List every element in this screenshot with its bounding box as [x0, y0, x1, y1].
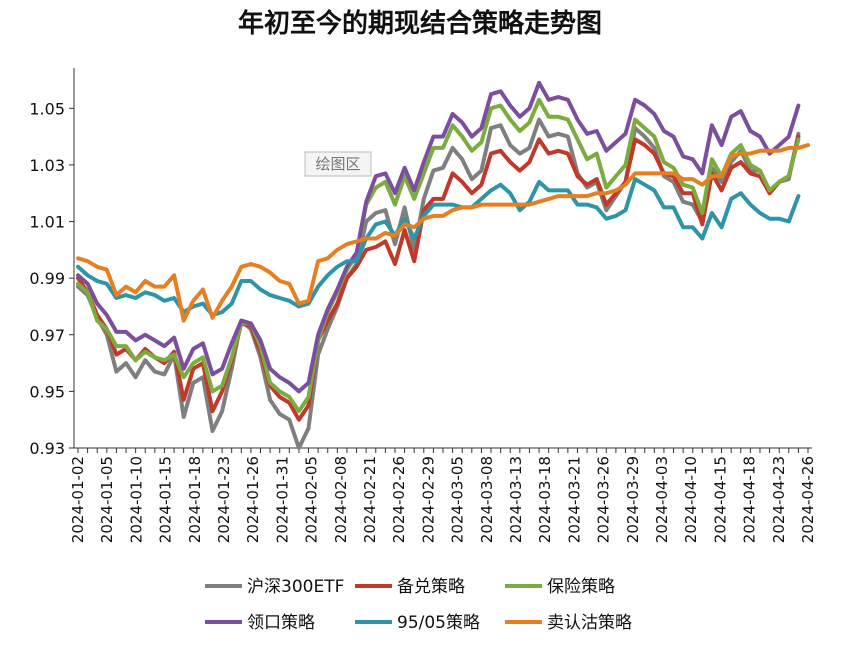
x-tick-label: 2024-02-08: [332, 456, 350, 543]
x-tick-label: 2024-03-29: [624, 456, 642, 543]
y-tick-label: 1.03: [29, 156, 65, 175]
chart-title: 年初至今的期现结合策略走势图: [238, 8, 602, 39]
x-tick-label: 2024-03-05: [449, 456, 467, 543]
series-line-4: [76, 80, 801, 394]
plot-area-label-text: 绘图区: [315, 155, 360, 173]
series-line-5: [76, 177, 801, 317]
y-tick-label: 0.97: [29, 326, 65, 345]
y-tick-label: 1.01: [29, 213, 65, 232]
x-tick-label: 2024-01-26: [244, 456, 262, 543]
x-tick-label: 2024-01-15: [157, 456, 175, 543]
x-tick-label: 2024-01-23: [215, 456, 233, 543]
y-tick-label: 0.99: [29, 269, 65, 288]
legend-label-6: 卖认沽策略: [547, 613, 632, 633]
x-tick-label: 2024-02-05: [303, 456, 321, 543]
x-tick-label: 2024-04-18: [741, 456, 759, 543]
x-tick-label: 2024-04-10: [682, 456, 700, 543]
x-tick-label: 2024-02-21: [361, 456, 379, 543]
legend-label-5: 95/05策略: [397, 613, 480, 633]
x-tick-label: 2024-01-31: [273, 456, 291, 543]
y-tick-label: 1.05: [29, 99, 65, 118]
series-layer: [76, 80, 810, 450]
legend-label-4: 领口策略: [247, 613, 315, 633]
x-tick-label: 2024-01-02: [69, 456, 87, 543]
x-tick-label: 2024-04-23: [770, 456, 788, 543]
y-tick-label: 0.95: [29, 382, 65, 401]
x-tick-label: 2024-01-05: [98, 456, 116, 543]
legend-label-3: 保险策略: [547, 577, 615, 597]
series-line-2: [76, 134, 801, 422]
x-tick-label: 2024-02-26: [390, 456, 408, 543]
legend-label-2: 备兑策略: [397, 577, 465, 597]
x-tick-label: 2024-03-26: [595, 456, 613, 543]
x-tick-label: 2024-01-10: [127, 456, 145, 543]
x-tick-label: 2024-02-29: [419, 456, 437, 543]
x-tick-label: 2024-03-08: [478, 456, 496, 543]
plot-area-label: 绘图区: [304, 151, 372, 177]
x-tick-label: 2024-04-15: [711, 456, 729, 543]
series-line-6: [76, 143, 810, 323]
y-tick-label: 0.93: [29, 439, 65, 458]
x-tick-label: 2024-04-26: [799, 456, 817, 543]
x-tick-label: 2024-03-18: [536, 456, 554, 543]
x-tick-label: 2024-01-18: [186, 456, 204, 543]
x-axis: 2024-01-02 2024-01-05 2024-01-10 2024-01-15…: [69, 447, 817, 543]
y-axis: 0.93 0.95 0.97 0.99 1.01 1.03 1.05: [29, 68, 75, 458]
x-tick-label: 2024-04-03: [653, 456, 671, 543]
plot-area-label-box: [304, 151, 372, 177]
x-tick-label: 2024-03-13: [507, 456, 525, 543]
x-tick-label: 2024-03-21: [565, 456, 583, 543]
legend-label-1: 沪深300ETF: [247, 577, 344, 597]
series-line-1: [76, 117, 801, 450]
